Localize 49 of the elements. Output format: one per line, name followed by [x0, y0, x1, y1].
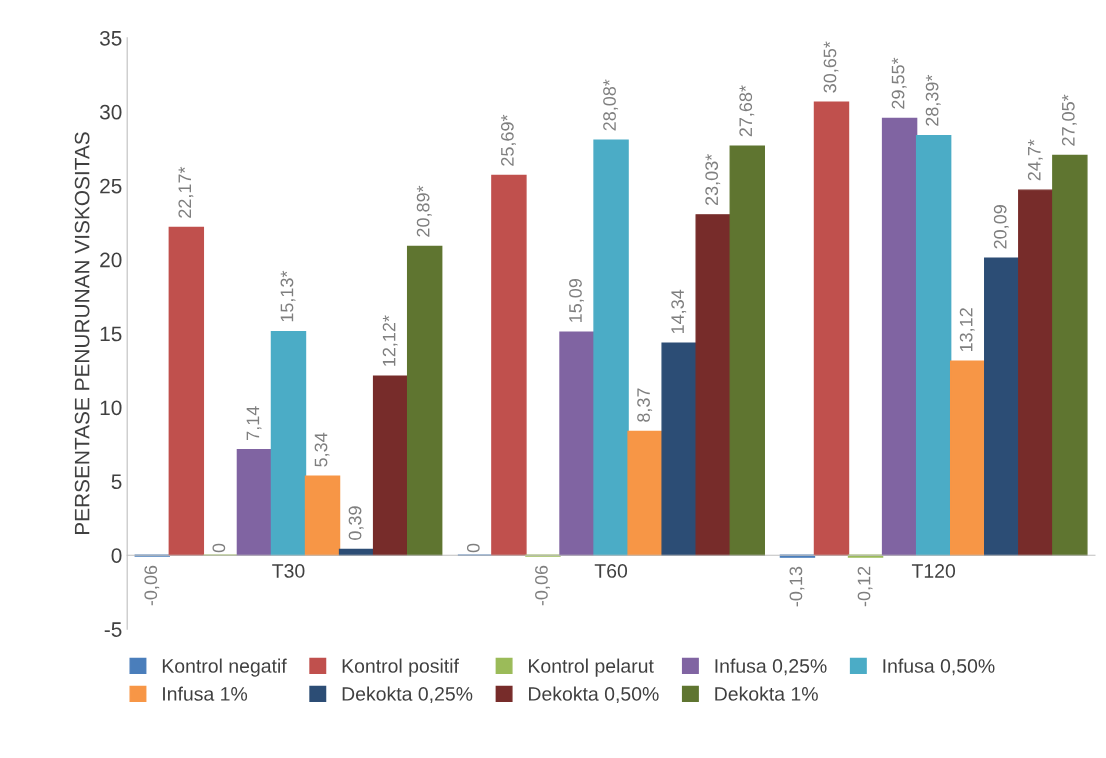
data-label: 23,03*	[705, 154, 721, 206]
legend-label: Kontrol negatif	[162, 658, 287, 677]
legend-label: Infusa 0,25%	[715, 658, 827, 676]
y-tick-label: 5	[111, 474, 122, 490]
data-label: -0,06	[144, 565, 160, 606]
data-label: 20,89*	[416, 185, 432, 237]
data-label: 27,68*	[739, 85, 755, 137]
y-tick-label: -5	[104, 622, 122, 637]
data-label: 24,7*	[1027, 139, 1043, 181]
data-label: -0,06	[535, 565, 550, 606]
data-label: -0,12	[857, 566, 873, 607]
data-label: 5,34	[314, 432, 330, 467]
data-label: 0	[212, 543, 226, 553]
legend-label: Dekokta 1%	[715, 686, 818, 701]
legend-label: Infusa 1%	[163, 686, 248, 701]
x-tick-label: T60	[594, 564, 628, 578]
x-tick-label: T30	[272, 564, 305, 578]
data-label: 28,39*	[925, 74, 941, 126]
data-label: 14,34	[671, 289, 687, 334]
y-axis-title: PERSENTASE PENURUNAN VISKOSITAS	[74, 132, 90, 535]
x-tick-label: T120	[911, 564, 956, 578]
data-label: 15,13*	[280, 270, 296, 322]
data-label: -0,13	[789, 566, 805, 607]
y-tick-label: 30	[99, 104, 122, 120]
data-label: 20,09	[993, 205, 1009, 249]
y-tick-label: 10	[100, 400, 122, 416]
data-label: 8,37	[637, 388, 653, 422]
y-tick-label: 20	[100, 252, 122, 268]
data-label: 22,17*	[178, 166, 194, 218]
y-tick-label: 15	[100, 326, 122, 342]
legend-label: Dekokta 0,50%	[529, 686, 659, 704]
y-tick-label: 0	[111, 548, 122, 563]
legend-label: Kontrol positif	[342, 658, 459, 677]
y-tick-label: 35	[99, 30, 122, 46]
data-label: 29,55*	[891, 57, 907, 109]
data-label: 30,65*	[823, 41, 839, 93]
data-label: 0,39	[348, 506, 364, 540]
legend-label: Kontrol pelarut	[529, 658, 654, 677]
data-label: 27,05*	[1061, 94, 1077, 146]
data-label: 13,12	[959, 308, 975, 352]
y-tick-label: 25	[100, 178, 122, 194]
data-label: 25,69*	[500, 114, 516, 166]
data-label: 15,09	[569, 278, 584, 322]
data-label: 7,14	[246, 406, 262, 440]
data-label: 28,08*	[603, 79, 619, 131]
data-label: 0	[466, 543, 480, 553]
data-label: 12,12*	[382, 315, 398, 366]
legend-label: Infusa 0,50%	[883, 658, 995, 676]
legend-label: Dekokta 0,25%	[342, 686, 473, 704]
